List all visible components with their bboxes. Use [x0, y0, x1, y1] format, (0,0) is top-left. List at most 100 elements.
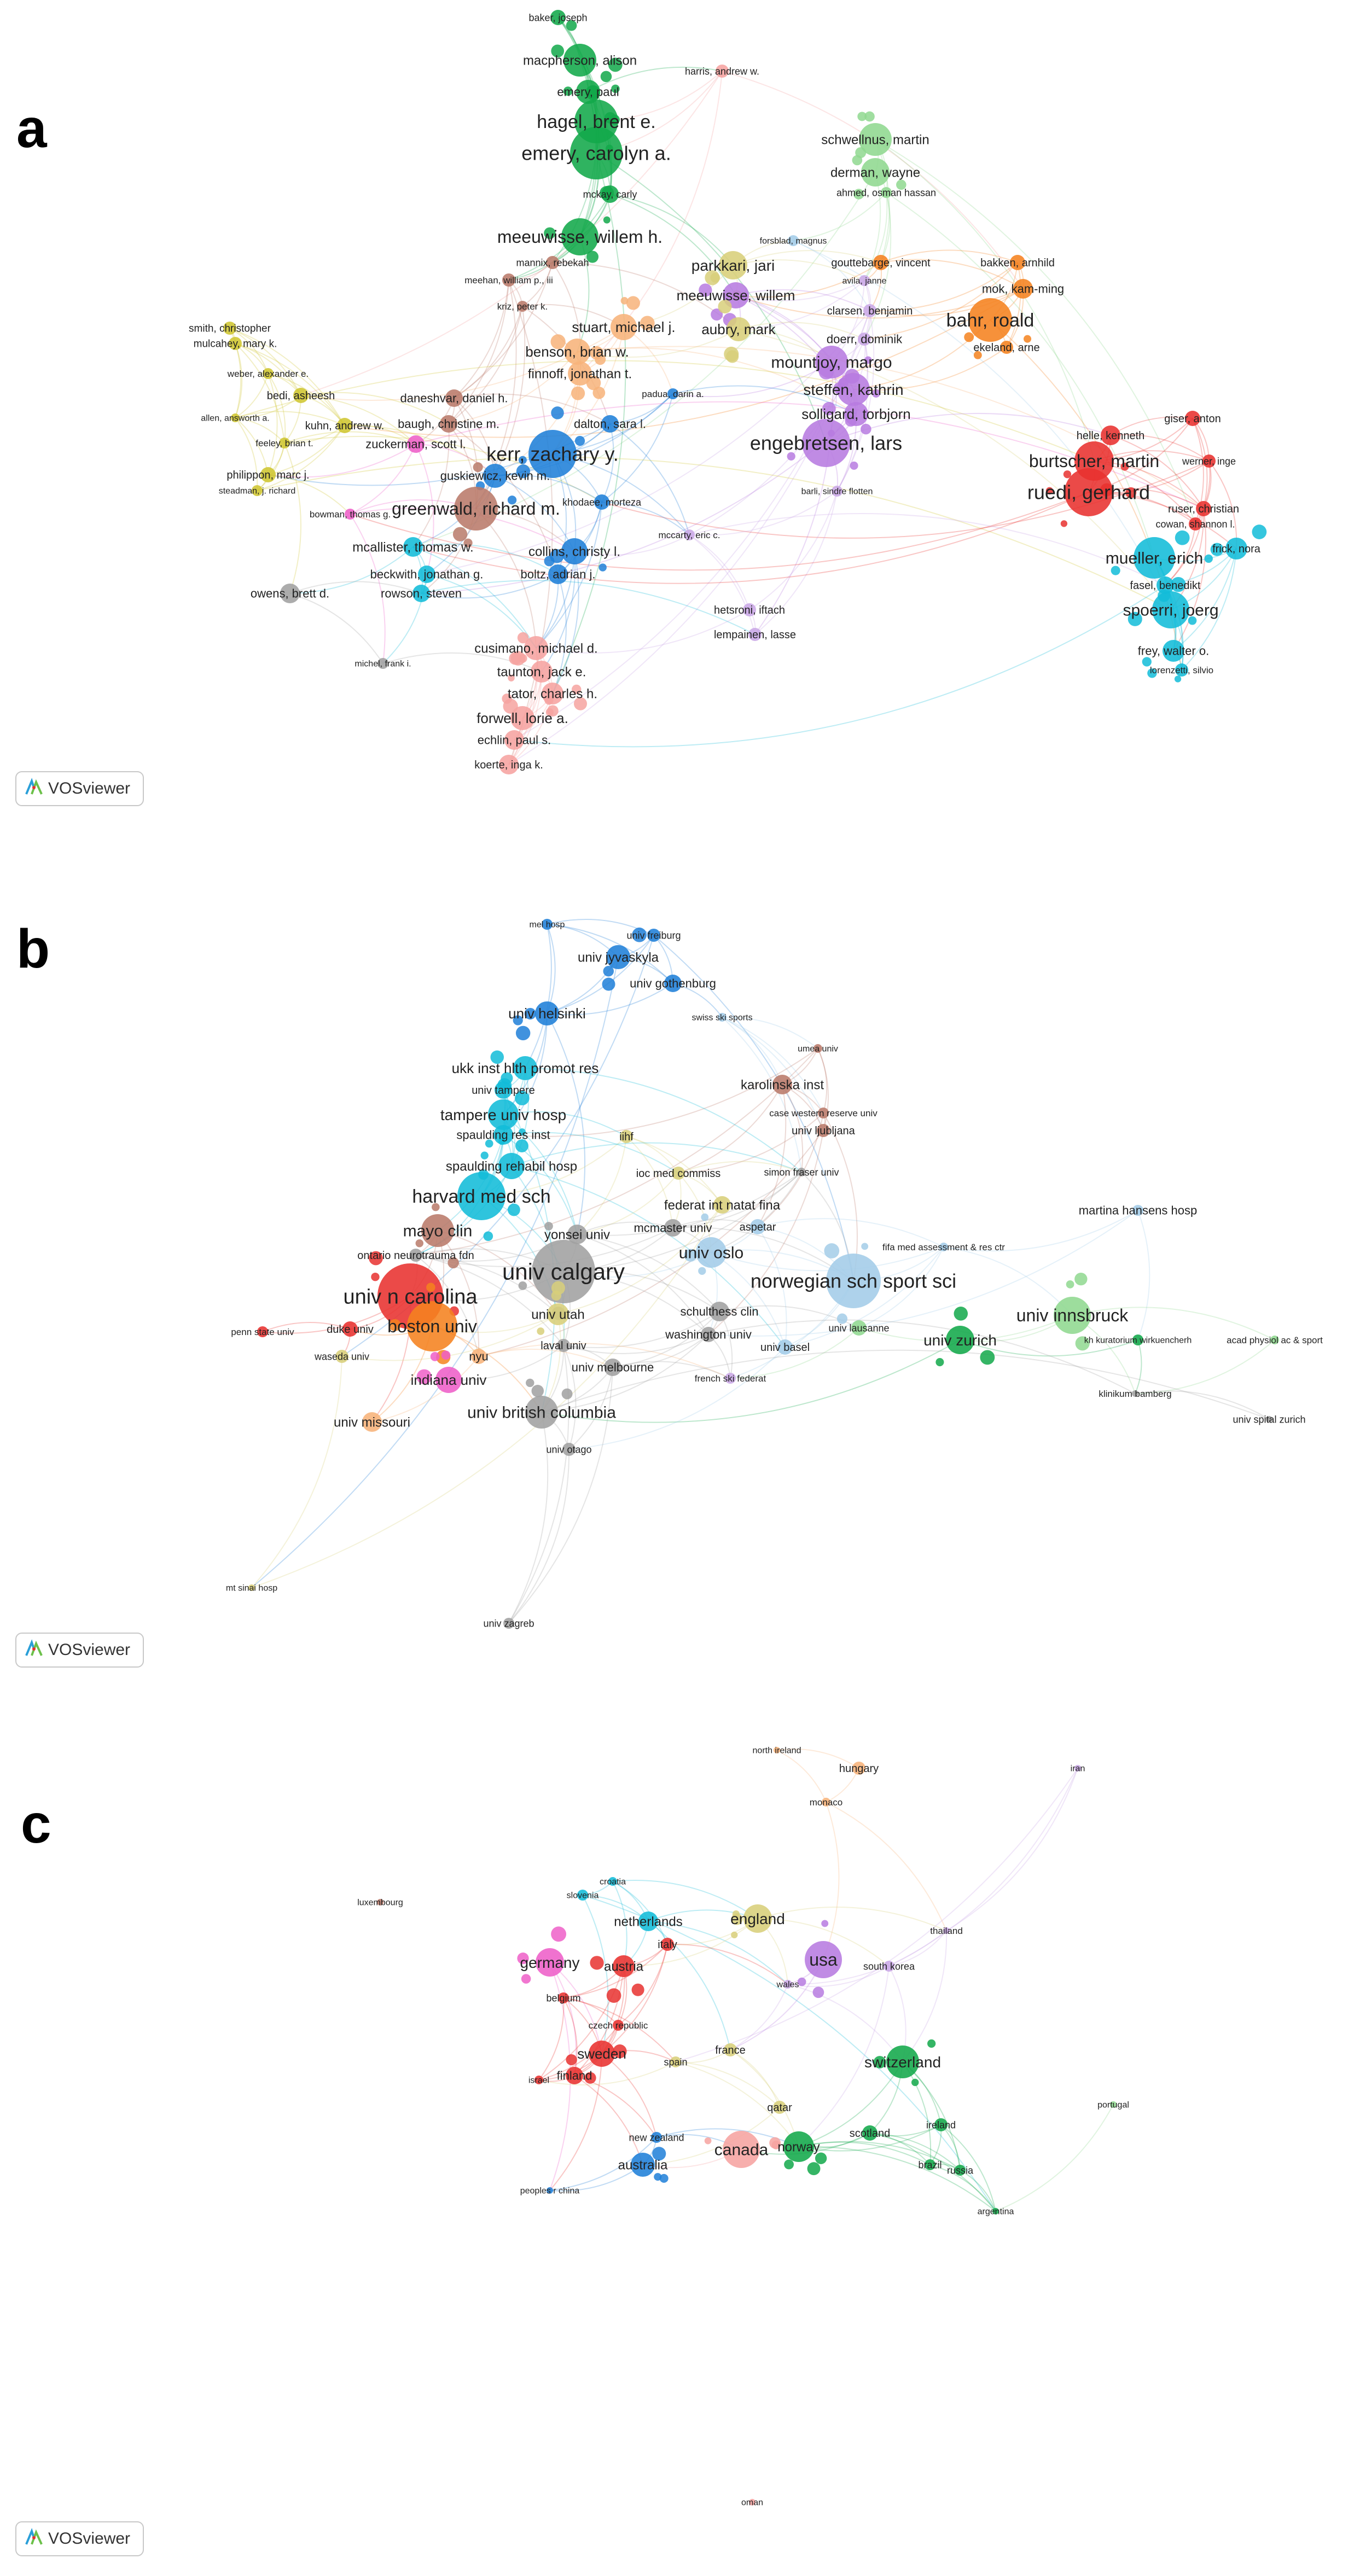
network-node[interactable]: [510, 706, 534, 730]
network-node[interactable]: [719, 251, 747, 279]
network-node[interactable]: [992, 2208, 999, 2214]
network-node[interactable]: [566, 2067, 583, 2084]
network-node[interactable]: [783, 1980, 792, 1989]
network-node[interactable]: [1196, 501, 1211, 516]
network-node[interactable]: [445, 389, 463, 407]
network-node[interactable]: [774, 1747, 780, 1753]
network-node[interactable]: [861, 158, 890, 187]
network-node[interactable]: [524, 636, 548, 660]
network-node[interactable]: [788, 235, 799, 246]
network-node[interactable]: [696, 1237, 727, 1268]
network-node[interactable]: [886, 2045, 919, 2078]
network-node[interactable]: [611, 314, 637, 340]
network-node[interactable]: [335, 1350, 348, 1363]
network-node[interactable]: [488, 1099, 519, 1130]
network-node[interactable]: [943, 1927, 950, 1934]
network-node[interactable]: [1163, 640, 1184, 662]
network-node[interactable]: [1054, 1297, 1091, 1334]
network-node[interactable]: [542, 919, 553, 930]
network-node[interactable]: [504, 730, 524, 750]
network-node[interactable]: [362, 1412, 382, 1432]
network-node[interactable]: [513, 1056, 537, 1080]
network-node[interactable]: [1110, 2101, 1117, 2108]
network-node[interactable]: [471, 1349, 486, 1364]
network-node[interactable]: [1225, 538, 1247, 560]
network-node[interactable]: [1000, 341, 1013, 354]
network-node[interactable]: [535, 1001, 559, 1025]
network-node[interactable]: [664, 975, 682, 992]
network-node[interactable]: [802, 419, 850, 467]
network-node[interactable]: [548, 564, 568, 584]
network-node[interactable]: [1266, 1416, 1272, 1423]
network-node[interactable]: [435, 1367, 462, 1393]
network-node[interactable]: [280, 584, 300, 603]
network-node[interactable]: [647, 929, 660, 942]
network-node[interactable]: [231, 413, 240, 422]
network-node[interactable]: [724, 2043, 737, 2056]
network-node[interactable]: [1132, 1334, 1143, 1345]
network-node[interactable]: [495, 1081, 512, 1099]
network-node[interactable]: [589, 2041, 615, 2067]
network-node[interactable]: [407, 435, 425, 453]
network-node[interactable]: [651, 2132, 662, 2143]
network-node[interactable]: [631, 2153, 655, 2177]
network-node[interactable]: [684, 529, 695, 540]
network-node[interactable]: [557, 1339, 570, 1352]
network-node[interactable]: [493, 1125, 513, 1145]
panel-a-network[interactable]: baker, joseph macpherson, alison emery, pa…: [0, 0, 1354, 820]
network-node[interactable]: [1074, 1765, 1081, 1771]
network-node[interactable]: [955, 2165, 966, 2176]
network-node[interactable]: [550, 10, 566, 25]
network-node[interactable]: [1132, 1390, 1138, 1397]
network-node[interactable]: [859, 123, 892, 156]
network-node[interactable]: [672, 1167, 685, 1180]
network-node[interactable]: [884, 1961, 894, 1972]
network-node[interactable]: [851, 1320, 867, 1336]
network-node[interactable]: [710, 1302, 729, 1321]
network-node[interactable]: [1132, 1205, 1143, 1216]
network-node[interactable]: [749, 2499, 756, 2505]
network-node[interactable]: [1185, 411, 1200, 426]
network-node[interactable]: [260, 467, 276, 482]
network-node[interactable]: [773, 2101, 786, 2114]
network-node[interactable]: [248, 1584, 255, 1591]
panel-b-network[interactable]: mel hosp univ freiburg univ jyvaskyla univ …: [0, 0, 1354, 1668]
network-node[interactable]: [558, 1992, 569, 2003]
network-node[interactable]: [498, 1153, 525, 1179]
network-node[interactable]: [525, 1396, 558, 1429]
institution-network[interactable]: mel hosp univ freiburg univ jyvaskyla univ …: [0, 0, 1354, 1668]
network-node[interactable]: [858, 333, 871, 346]
network-node[interactable]: [568, 362, 592, 386]
network-node[interactable]: [547, 2187, 553, 2194]
network-node[interactable]: [1157, 576, 1174, 594]
network-node[interactable]: [718, 1013, 727, 1022]
network-node[interactable]: [531, 661, 553, 683]
network-node[interactable]: [342, 1321, 358, 1337]
network-node[interactable]: [750, 1219, 765, 1234]
network-node[interactable]: [817, 1124, 830, 1137]
network-node[interactable]: [1065, 468, 1113, 516]
network-node[interactable]: [564, 339, 590, 365]
network-node[interactable]: [873, 255, 888, 270]
network-node[interactable]: [570, 127, 623, 179]
network-node[interactable]: [457, 1172, 505, 1220]
network-node[interactable]: [716, 65, 729, 78]
network-node[interactable]: [279, 438, 290, 448]
network-node[interactable]: [713, 1196, 731, 1214]
network-node[interactable]: [1101, 426, 1120, 445]
network-node[interactable]: [859, 275, 870, 286]
network-node[interactable]: [377, 1899, 383, 1905]
network-node[interactable]: [409, 1249, 422, 1262]
network-node[interactable]: [407, 1301, 457, 1351]
network-node[interactable]: [499, 755, 519, 774]
network-node[interactable]: [852, 1762, 865, 1775]
network-node[interactable]: [594, 494, 609, 510]
network-node[interactable]: [797, 1168, 806, 1176]
network-node[interactable]: [725, 1373, 736, 1384]
network-node[interactable]: [832, 486, 842, 497]
author-coauthorship-network[interactable]: baker, joseph macpherson, alison emery, pa…: [0, 0, 1354, 820]
network-node[interactable]: [1270, 1336, 1279, 1344]
network-node[interactable]: [252, 485, 263, 496]
